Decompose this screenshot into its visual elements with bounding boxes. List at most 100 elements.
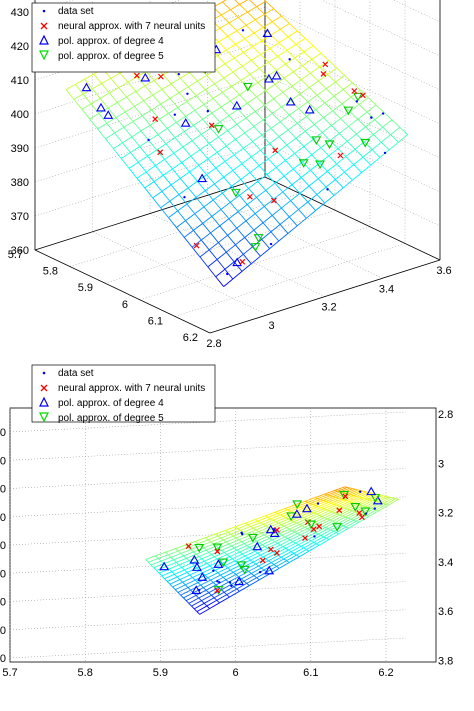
mesh-line: [307, 201, 316, 211]
mesh-line: [201, 600, 205, 604]
mesh-line: [307, 501, 311, 504]
mesh-line: [354, 148, 364, 158]
mesh-line: [254, 213, 264, 224]
mesh-line: [147, 155, 156, 166]
mesh-line: [333, 187, 344, 196]
mesh-line: [257, 547, 268, 554]
mesh-line: [175, 544, 186, 549]
mesh-line: [235, 568, 247, 575]
mesh-line: [303, 541, 314, 549]
mesh-line: [366, 111, 376, 120]
mesh-line: [291, 85, 301, 95]
mesh-line: [332, 496, 336, 498]
mesh-line: [225, 537, 237, 543]
mesh-line: [218, 41, 227, 51]
mesh-line: [227, 562, 238, 569]
mesh-line: [358, 492, 370, 498]
poly4-point: [140, 72, 151, 82]
mesh-line: [218, 242, 227, 253]
mesh-line: [224, 560, 236, 567]
mesh-line: [333, 89, 344, 97]
mesh-line: [180, 171, 190, 179]
data-point: [212, 569, 215, 572]
mesh-line: [228, 543, 232, 547]
mesh-line: [213, 597, 218, 601]
mesh-line: [330, 529, 334, 532]
mesh-line: [210, 579, 214, 583]
mesh-line: [128, 161, 139, 169]
mesh-line: [227, 567, 231, 571]
mesh-line: [181, 162, 190, 173]
mesh-line: [228, 576, 239, 583]
mesh-line: [245, 111, 256, 119]
mesh-line: [297, 533, 301, 536]
poly4-point: [197, 572, 208, 581]
mesh-line: [298, 201, 309, 210]
mesh-line: [286, 527, 290, 530]
mesh-line: [219, 115, 230, 123]
mesh-line: [247, 524, 251, 527]
mesh-line: [221, 589, 225, 593]
mesh-line: [298, 108, 307, 117]
poly5-point: [194, 543, 205, 553]
mesh-line: [316, 513, 320, 516]
mesh-line: [197, 80, 206, 91]
mesh-line: [168, 217, 177, 228]
mesh-line: [269, 42, 280, 49]
mesh-line: [257, 520, 261, 524]
mesh-line: [244, 522, 249, 526]
mesh-line: [256, 577, 260, 581]
mesh-line: [213, 591, 225, 599]
neural-point: [310, 526, 317, 533]
mesh-line: [191, 134, 202, 142]
mesh-line: [244, 132, 253, 142]
mesh-line: [320, 535, 324, 538]
mesh-line: [152, 191, 163, 199]
mesh-line: [193, 118, 203, 126]
data-point: [240, 531, 243, 534]
mesh-line: [139, 146, 148, 157]
mesh-line: [195, 540, 199, 544]
mesh-line: [161, 191, 171, 202]
mesh-line: [353, 519, 357, 522]
mesh-line: [195, 190, 206, 198]
mesh-line: [187, 180, 198, 189]
mesh-line: [335, 516, 346, 523]
mesh-line: [250, 522, 261, 527]
neural-point: [152, 116, 159, 123]
z-tick-label: 400: [0, 540, 6, 552]
mesh-line: [317, 178, 327, 188]
mesh-line: [298, 209, 307, 219]
mesh-line: [332, 110, 341, 119]
gridline: [34, 142, 441, 227]
mesh-line: [244, 32, 255, 40]
mesh-line: [284, 531, 295, 538]
mesh-line: [217, 572, 221, 576]
mesh-line: [201, 127, 211, 135]
mesh-line: [206, 174, 215, 185]
mesh-line: [301, 525, 305, 528]
mesh-line: [224, 547, 235, 553]
mesh-line: [341, 506, 345, 509]
mesh-line: [336, 156, 347, 165]
mesh-line: [201, 554, 212, 560]
mesh-line: [275, 69, 285, 79]
mesh-line: [283, 175, 293, 186]
mesh-line: [223, 278, 234, 287]
mesh-line: [374, 119, 383, 128]
mesh-line: [306, 116, 315, 125]
mesh-line: [200, 579, 211, 586]
mesh-line: [269, 537, 273, 541]
mesh-line: [160, 556, 172, 562]
mesh-line: [122, 136, 132, 144]
mesh-line: [363, 141, 373, 150]
mesh-line: [356, 491, 367, 497]
mesh-line: [327, 67, 337, 75]
mesh-line: [262, 119, 272, 129]
mesh-line: [177, 210, 186, 221]
mesh-line: [214, 183, 223, 194]
neural-point: [356, 509, 363, 516]
mesh-line: [326, 509, 330, 512]
mesh-line: [228, 539, 239, 545]
neural-point: [208, 122, 215, 129]
